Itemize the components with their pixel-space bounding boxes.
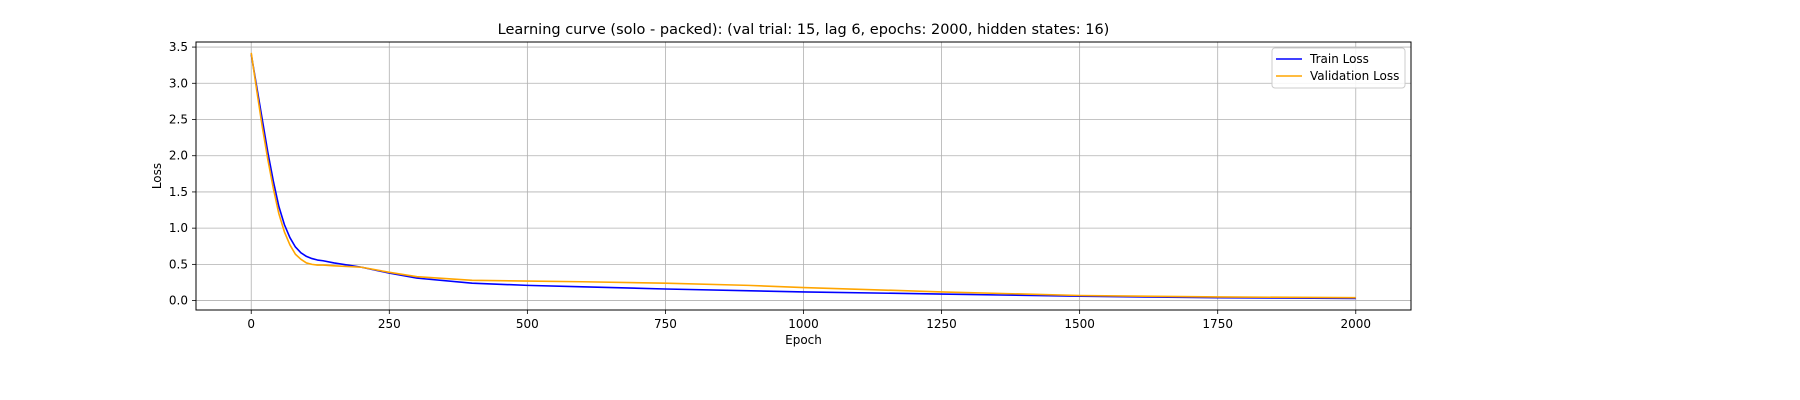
x-tick-label: 250 — [378, 317, 401, 331]
y-tick-label: 1.5 — [169, 185, 188, 199]
series-lines — [250, 52, 1356, 300]
x-tick-label: 0 — [247, 317, 255, 331]
y-tick-label: 0.0 — [169, 294, 188, 308]
y-axis-label: Loss — [150, 163, 164, 189]
legend-label-validation-loss: Validation Loss — [1310, 69, 1399, 83]
y-tick-label: 0.5 — [169, 257, 188, 271]
x-tick-label: 1750 — [1202, 317, 1233, 331]
x-tick-label: 500 — [516, 317, 539, 331]
y-tick-label: 2.0 — [169, 149, 188, 163]
y-tick-label: 2.5 — [169, 113, 188, 127]
x-tick-label: 1500 — [1064, 317, 1095, 331]
series-line-train-loss — [250, 54, 1356, 300]
legend: Train Loss Validation Loss — [1271, 47, 1406, 89]
x-tick-label: 1250 — [926, 317, 957, 331]
series-line-validation-loss — [250, 52, 1356, 299]
grid-lines — [196, 42, 1411, 310]
x-axis-label: Epoch — [785, 333, 822, 347]
y-tick-label: 1.0 — [169, 221, 188, 235]
chart-title: Learning curve (solo - packed): (val tri… — [498, 22, 1110, 38]
x-tick-label: 750 — [654, 317, 677, 331]
x-tick-label: 2000 — [1340, 317, 1371, 331]
y-tick-label: 3.5 — [169, 40, 188, 54]
axis-ticks: 0 250 500 750 1000 1250 1500 1750 2000 0.0 0.5 1.0 1… — [169, 40, 1371, 331]
y-tick-label: 3.0 — [169, 76, 188, 90]
legend-label-train-loss: Train Loss — [1309, 52, 1369, 66]
legend-box — [1271, 47, 1406, 89]
x-tick-label: 1000 — [788, 317, 819, 331]
